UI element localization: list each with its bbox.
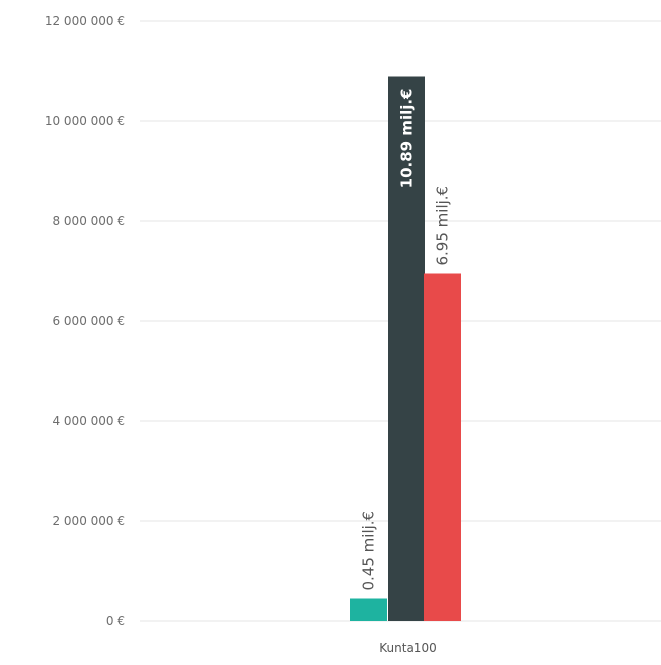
y-tick-label: 2 000 000 € (52, 514, 125, 528)
bar-series-1 (350, 598, 387, 621)
bars (350, 76, 461, 621)
y-tick-label: 10 000 000 € (45, 114, 125, 128)
bar-series-2 (388, 76, 425, 621)
y-tick-label: 8 000 000 € (52, 214, 125, 228)
bar-data-label-3: 6.95 milj.€ (434, 186, 452, 266)
y-tick-label: 6 000 000 € (52, 314, 125, 328)
y-tick-label: 4 000 000 € (52, 414, 125, 428)
y-tick-label: 12 000 000 € (45, 14, 125, 28)
bar-series-3 (424, 273, 461, 621)
data-labels: 0.45 milj.€ 10.89 milj.€ 6.95 milj.€ (360, 89, 452, 591)
bar-data-label-2: 10.89 milj.€ (398, 89, 416, 189)
x-category-label: Kunta100 (379, 641, 436, 655)
y-tick-label: 0 € (106, 614, 125, 628)
axis-labels: 0 € 2 000 000 € 4 000 000 € 6 000 000 € 8 00… (45, 14, 437, 655)
bar-data-label-1: 0.45 milj.€ (360, 511, 378, 591)
